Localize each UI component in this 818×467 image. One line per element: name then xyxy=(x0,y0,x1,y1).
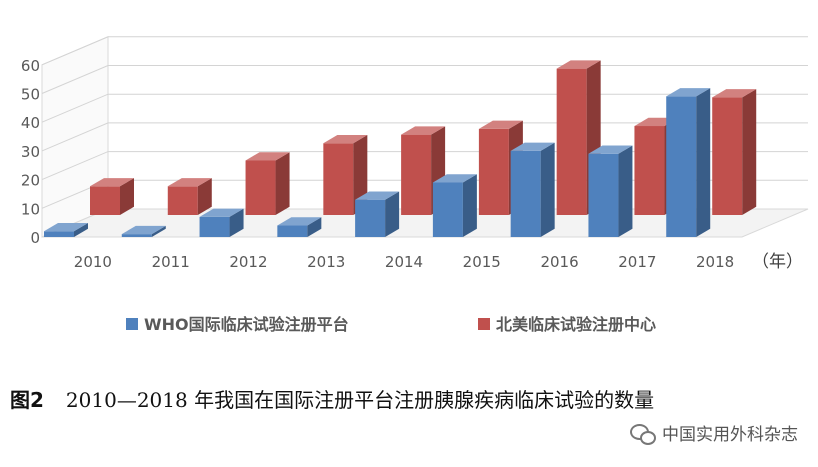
bar-na-2016 xyxy=(556,68,587,215)
bar-who-2018 xyxy=(666,96,697,238)
figure-caption: 图2 2010—2018 年我国在国际注册平台注册胰腺疾病临床试验的数量 xyxy=(10,384,654,413)
bar-top-who-2016 xyxy=(510,142,555,151)
bar-side-who-2012 xyxy=(229,208,244,237)
chart: 0 10 20 30 40 50 60 2010 2011 2012 2013 2014 2015 201… xyxy=(21,36,809,334)
y-tick-label: 0 xyxy=(30,229,40,247)
bar-top-na-2011 xyxy=(167,178,212,187)
bar-side-na-2012 xyxy=(275,152,290,215)
bar-who-2015 xyxy=(432,182,463,237)
bar-top-na-2016 xyxy=(556,60,601,69)
bar-top-na-2015 xyxy=(478,120,523,129)
bar-top-who-2017 xyxy=(588,145,633,154)
legend-label: WHO国际临床试验注册平台 xyxy=(144,315,349,334)
x-tick-label: 2012 xyxy=(229,253,267,271)
bar-side-who-2018 xyxy=(696,88,711,237)
figure-number: 图2 xyxy=(10,388,44,412)
bar-top-who-2010 xyxy=(44,223,88,232)
bar-who-2012 xyxy=(199,216,230,237)
y-tick-label: 50 xyxy=(21,86,40,104)
bar-side-na-2018 xyxy=(742,89,757,215)
bar-side-who-2014 xyxy=(385,191,400,237)
x-tick-label: 2015 xyxy=(463,253,501,271)
bar-na-2011 xyxy=(167,186,198,215)
bar-top-na-2012 xyxy=(245,152,290,161)
y-tick-label: 40 xyxy=(21,114,40,132)
bar-who-2010 xyxy=(44,231,74,237)
bar-who-2011 xyxy=(121,234,152,237)
bar-na-2013 xyxy=(323,143,354,215)
y-tick-label: 30 xyxy=(21,143,40,161)
y-tick-label: 10 xyxy=(21,200,40,218)
wechat-icon xyxy=(630,422,656,445)
bar-top-na-2013 xyxy=(323,135,368,144)
x-tick-label: 2016 xyxy=(540,253,578,271)
bar-side-who-2015 xyxy=(462,174,477,237)
bar-na-2015 xyxy=(478,128,509,215)
bar-top-who-2011 xyxy=(121,225,166,235)
legend-label: 北美临床试验注册中心 xyxy=(496,315,656,334)
figure-caption-text: 2010—2018 年我国在国际注册平台注册胰腺疾病临床试验的数量 xyxy=(65,388,655,412)
y-gridline xyxy=(41,36,808,66)
bar-na-2018 xyxy=(712,97,743,215)
watermark: 中国实用外科杂志 xyxy=(630,420,798,445)
bar-side-who-2017 xyxy=(618,145,633,237)
bar-side-na-2010 xyxy=(120,178,134,215)
bar-who-2017 xyxy=(588,153,619,237)
bar-top-na-2018 xyxy=(712,89,757,98)
bar-who-2013 xyxy=(277,225,308,237)
x-tick-label: 2018 xyxy=(696,253,734,271)
bar-side-who-2010 xyxy=(74,223,88,237)
bar-top-who-2013 xyxy=(277,217,322,226)
bar-top-who-2018 xyxy=(666,88,711,97)
x-tick-label: 2017 xyxy=(618,253,656,271)
bar-top-na-2014 xyxy=(401,126,446,135)
bar-na-2017 xyxy=(634,126,665,215)
x-tick-label: 2014 xyxy=(385,253,423,271)
watermark-text: 中国实用外科杂志 xyxy=(662,425,798,445)
bar-side-who-2013 xyxy=(307,217,322,237)
bar-na-2012 xyxy=(245,160,276,215)
legend-swatch xyxy=(478,318,490,330)
bar-who-2016 xyxy=(510,150,541,237)
legend-swatch xyxy=(126,318,138,330)
x-axis-unit: （年） xyxy=(752,252,803,272)
bar-who-2014 xyxy=(355,199,386,237)
y-tick-label: 60 xyxy=(21,57,40,75)
bar-side-na-2011 xyxy=(197,178,212,215)
bar-na-2014 xyxy=(401,134,432,215)
y-tick-label: 20 xyxy=(21,172,40,190)
bar-na-2010 xyxy=(90,186,120,215)
bar-top-who-2012 xyxy=(199,208,244,217)
x-tick-label: 2010 xyxy=(74,253,112,271)
bar-top-who-2015 xyxy=(432,174,477,183)
bar-top-na-2010 xyxy=(90,178,134,187)
x-tick-label: 2011 xyxy=(152,253,190,271)
bar-side-who-2011 xyxy=(151,225,166,237)
x-tick-label: 2013 xyxy=(307,253,345,271)
bar-side-who-2016 xyxy=(540,142,555,237)
bar-top-who-2014 xyxy=(355,191,400,200)
bar-chart-svg: 0 10 20 30 40 50 60 2010 2011 2012 2013 2014 2015 201… xyxy=(21,36,809,334)
